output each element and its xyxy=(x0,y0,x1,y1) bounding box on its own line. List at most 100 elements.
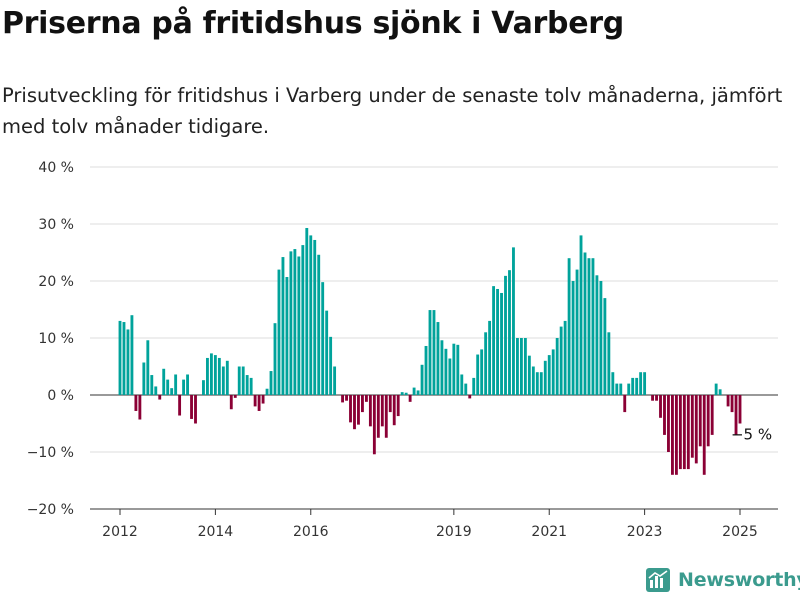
bar xyxy=(539,372,543,395)
bar xyxy=(150,375,154,395)
bar xyxy=(504,275,507,395)
bar xyxy=(595,275,599,395)
bar xyxy=(309,235,313,395)
brand-name: Newsworthy xyxy=(678,569,800,591)
y-tick-label: 10 % xyxy=(38,331,74,347)
bar xyxy=(527,355,531,395)
bar xyxy=(710,395,714,435)
bar xyxy=(575,269,579,395)
bar xyxy=(380,395,384,427)
bar xyxy=(325,310,329,395)
bar xyxy=(591,258,595,395)
bar xyxy=(627,383,631,395)
y-tick-label: −10 % xyxy=(27,445,74,461)
bar xyxy=(345,395,348,401)
brand-logo: Newsworthy xyxy=(646,568,800,592)
bar xyxy=(249,377,253,395)
bar xyxy=(289,251,293,395)
chart-title: Priserna på fritidshus sjönk i Varberg xyxy=(2,6,624,41)
bar xyxy=(357,395,360,425)
bar xyxy=(611,372,615,395)
bar xyxy=(130,315,134,395)
x-tick-label: 2025 xyxy=(722,524,758,540)
bar xyxy=(523,338,527,395)
bar xyxy=(726,395,730,407)
bar xyxy=(519,338,523,395)
bar xyxy=(671,395,674,475)
bar xyxy=(718,389,722,395)
bar xyxy=(531,366,535,395)
bar xyxy=(400,392,404,395)
bar xyxy=(547,355,551,395)
bar xyxy=(261,395,265,404)
bar xyxy=(492,286,496,395)
bar xyxy=(555,338,559,395)
bar xyxy=(213,355,217,395)
bar xyxy=(305,227,309,395)
bar xyxy=(361,395,364,413)
bar xyxy=(297,256,301,395)
x-tick-label: 2023 xyxy=(627,524,663,540)
bar xyxy=(384,395,388,438)
bar xyxy=(364,395,368,402)
bar xyxy=(619,383,623,395)
bar xyxy=(162,368,166,395)
bar xyxy=(138,395,142,420)
bar xyxy=(460,374,464,395)
bar xyxy=(233,395,237,398)
bar xyxy=(535,372,539,395)
bar xyxy=(440,340,444,395)
bar xyxy=(543,360,547,395)
last-value-label: −5 % xyxy=(731,425,772,443)
bar xyxy=(587,258,591,395)
bar xyxy=(448,358,452,395)
bar xyxy=(190,395,193,419)
x-tick-label: 2014 xyxy=(198,524,234,540)
bar xyxy=(396,395,400,417)
bar xyxy=(500,292,503,395)
bar xyxy=(567,258,571,395)
bar xyxy=(225,360,229,395)
bar xyxy=(468,395,472,399)
bar xyxy=(476,354,480,395)
y-tick-label: 30 % xyxy=(38,217,74,233)
bar xyxy=(690,395,694,458)
bar xyxy=(452,343,456,395)
y-tick-label: 0 % xyxy=(47,388,74,404)
bar xyxy=(293,249,297,395)
bar xyxy=(285,277,289,395)
bar xyxy=(202,380,205,395)
bar xyxy=(194,395,197,424)
newsworthy-logo-icon xyxy=(646,568,670,592)
bar xyxy=(329,336,333,395)
bar xyxy=(678,395,682,470)
bar xyxy=(170,388,174,395)
bar xyxy=(281,257,285,395)
y-tick-label: −20 % xyxy=(27,502,74,518)
bar xyxy=(178,395,182,416)
bar xyxy=(551,349,555,395)
bar xyxy=(686,395,690,470)
bar xyxy=(599,281,603,395)
bar xyxy=(174,374,178,395)
bar xyxy=(376,395,380,438)
bar xyxy=(206,357,209,395)
bar xyxy=(674,395,678,475)
bar xyxy=(631,377,635,395)
bar xyxy=(563,320,567,395)
bar xyxy=(118,320,122,395)
bar xyxy=(241,366,245,395)
bar xyxy=(372,395,376,455)
bar xyxy=(623,395,627,413)
x-tick-label: 2016 xyxy=(293,524,329,540)
bar xyxy=(706,395,710,447)
bar xyxy=(682,395,686,470)
bar xyxy=(508,270,511,395)
bar xyxy=(420,364,424,395)
x-tick-label: 2021 xyxy=(531,524,567,540)
bar xyxy=(496,288,499,395)
bar xyxy=(559,326,563,395)
bar xyxy=(182,379,186,395)
bar xyxy=(694,395,698,464)
